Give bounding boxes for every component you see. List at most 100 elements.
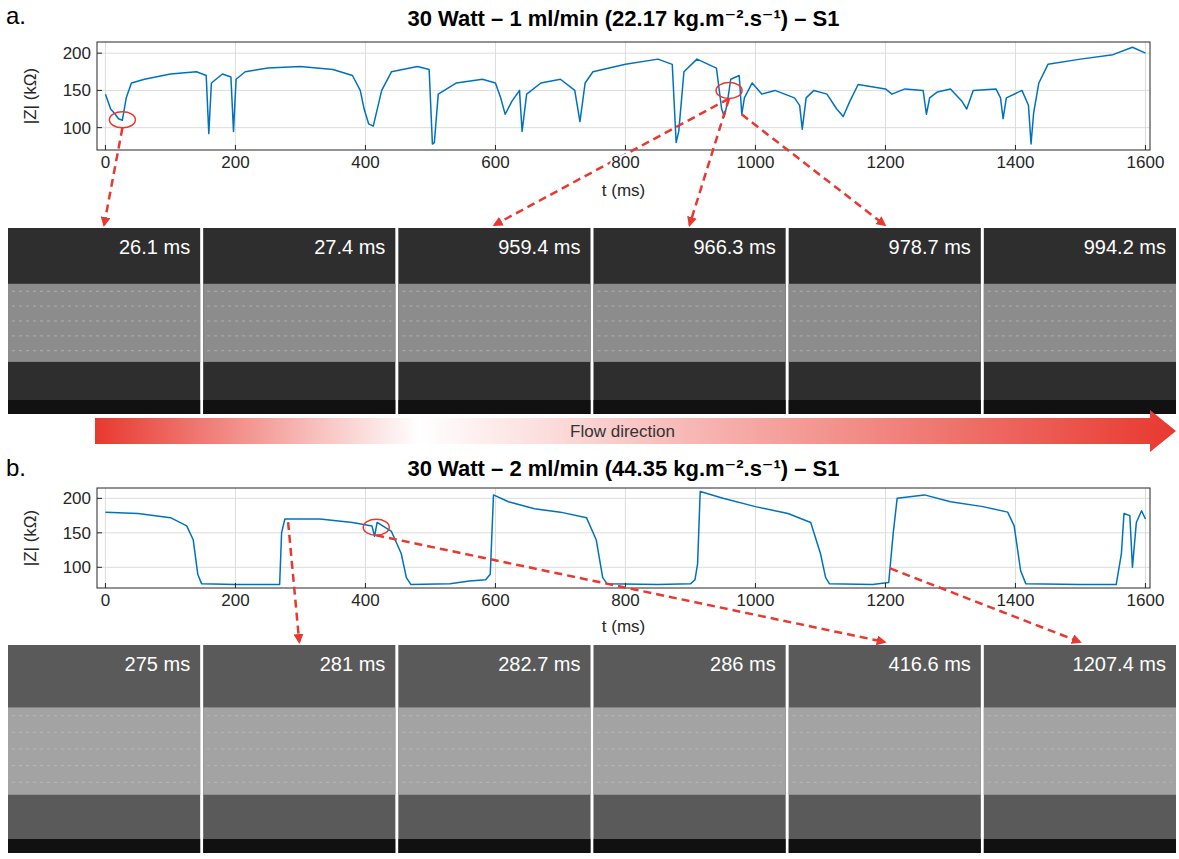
photo-frame <box>398 228 590 414</box>
grid-line <box>365 488 366 588</box>
photo-frame <box>398 645 590 853</box>
frame-time: 26.1 ms <box>119 236 190 258</box>
channel-texture <box>793 321 977 322</box>
photo-background <box>8 645 200 853</box>
tick <box>97 532 102 533</box>
channel-texture <box>207 335 391 336</box>
annotation-arrow <box>104 128 122 225</box>
photo-background <box>398 645 590 853</box>
channel-texture <box>988 749 1172 750</box>
photo-frame <box>594 645 786 853</box>
tick <box>97 53 102 54</box>
channel-band <box>594 284 786 362</box>
tick <box>365 583 366 588</box>
x-tick-label: 0 <box>101 591 110 610</box>
grid-line <box>97 90 1150 91</box>
y-tick-label: 100 <box>63 558 91 577</box>
channel-texture <box>207 321 391 322</box>
channel-texture <box>598 765 782 766</box>
channel-texture <box>207 732 391 733</box>
photo-caption-strip <box>789 400 981 414</box>
tick <box>625 145 626 150</box>
frame-time: 281 ms <box>320 653 386 675</box>
frame-time: 959.4 ms <box>498 236 580 258</box>
annotation-arrows <box>104 83 885 225</box>
grid-line <box>755 42 756 150</box>
tick <box>885 583 886 588</box>
annotation-arrow <box>494 99 729 225</box>
annotation-arrows <box>288 519 1080 642</box>
panel <box>97 488 1150 588</box>
photo-background <box>594 645 786 853</box>
grid-line <box>97 567 1150 568</box>
y-axis-title: |Z| (kΩ) <box>21 510 40 566</box>
x-axis-title: t (ms) <box>602 617 645 636</box>
channel-band <box>398 707 590 794</box>
chart-title: 30 Watt – 2 ml/min (44.35 kg.m⁻².s⁻¹) – … <box>408 456 840 481</box>
x-tick-label: 1600 <box>1127 591 1165 610</box>
photo-background <box>984 228 1176 414</box>
highlight-circle <box>716 83 742 99</box>
chart-texts: a.30 Watt – 1 ml/min (22.17 kg.m⁻².s⁻¹) … <box>6 2 1164 200</box>
channel-texture <box>402 350 586 351</box>
channel-band <box>984 707 1176 794</box>
channel-texture <box>988 715 1172 716</box>
channel-texture <box>12 291 196 292</box>
frame-time: 416.6 ms <box>889 653 971 675</box>
chart-title: 30 Watt – 1 ml/min (22.17 kg.m⁻².s⁻¹) – … <box>408 6 840 31</box>
grid-line <box>885 42 886 150</box>
frame-time: 27.4 ms <box>314 236 385 258</box>
frame-time: 994.2 ms <box>1084 236 1166 258</box>
tick <box>495 583 496 588</box>
tick <box>1145 583 1146 588</box>
frame-time: 275 ms <box>125 653 191 675</box>
grid-line <box>1145 488 1146 588</box>
grid-line <box>625 42 626 150</box>
x-tick-label: 400 <box>351 591 379 610</box>
channel-texture <box>402 321 586 322</box>
channel-texture <box>598 306 782 307</box>
x-tick-label: 1000 <box>737 591 775 610</box>
photo-frame <box>984 645 1176 853</box>
x-tick-label: 1400 <box>997 153 1035 172</box>
photo-caption-strip <box>203 400 395 414</box>
photo-caption-strip <box>398 839 590 853</box>
channel-texture <box>402 291 586 292</box>
panel-letter: b. <box>6 454 26 481</box>
plot-frame <box>97 488 1150 588</box>
x-tick-label: 600 <box>481 153 509 172</box>
x-tick-label: 800 <box>611 591 639 610</box>
photo-caption-strip <box>594 839 786 853</box>
photo-frame <box>203 228 395 414</box>
channel-texture <box>207 782 391 783</box>
tick <box>105 145 106 150</box>
series-group <box>105 47 1145 144</box>
grid-line <box>365 42 366 150</box>
channel-texture <box>988 291 1172 292</box>
channel-band <box>594 707 786 794</box>
channel-texture <box>12 732 196 733</box>
y-tick-label: 200 <box>63 489 91 508</box>
annotation-arrow <box>890 568 1080 642</box>
channel-texture <box>402 306 586 307</box>
channel-band <box>8 707 200 794</box>
channel-texture <box>793 732 977 733</box>
photo-caption-strip <box>594 400 786 414</box>
trace-line <box>105 47 1145 144</box>
grid-line <box>97 532 1150 533</box>
x-tick-label: 1600 <box>1127 153 1165 172</box>
channel-texture <box>598 715 782 716</box>
channel-texture <box>598 732 782 733</box>
channel-texture <box>988 732 1172 733</box>
channel-texture <box>12 782 196 783</box>
channel-texture <box>12 715 196 716</box>
channel-texture <box>12 350 196 351</box>
channel-texture <box>402 782 586 783</box>
channel-texture <box>793 749 977 750</box>
grid-line <box>495 42 496 150</box>
x-tick-label: 1000 <box>737 153 775 172</box>
tick <box>365 145 366 150</box>
channel-texture <box>598 291 782 292</box>
tick <box>495 145 496 150</box>
photo-frame <box>789 645 981 853</box>
